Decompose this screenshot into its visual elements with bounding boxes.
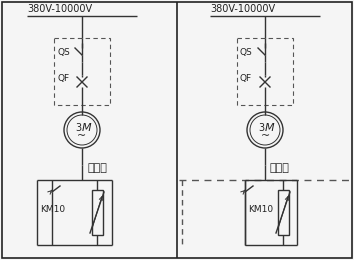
Text: 改造型: 改造型 (270, 163, 290, 173)
Text: 3: 3 (75, 123, 81, 133)
Text: QF: QF (57, 74, 69, 82)
Text: 380V-10000V: 380V-10000V (210, 4, 275, 14)
Text: QS: QS (57, 48, 70, 56)
Text: KM10: KM10 (40, 205, 65, 214)
Bar (92, 190, 103, 235)
Bar (237, 38, 293, 105)
Text: ~: ~ (78, 131, 87, 141)
Text: M: M (265, 123, 275, 133)
Text: QS: QS (240, 48, 253, 56)
Text: 普通型: 普通型 (87, 163, 107, 173)
Text: 3: 3 (258, 123, 264, 133)
Bar (278, 190, 289, 235)
Bar (54, 38, 110, 105)
Text: M: M (82, 123, 92, 133)
Text: ~: ~ (261, 131, 270, 141)
Text: KM10: KM10 (248, 205, 273, 214)
Text: QF: QF (240, 74, 252, 82)
Text: 380V-10000V: 380V-10000V (27, 4, 92, 14)
